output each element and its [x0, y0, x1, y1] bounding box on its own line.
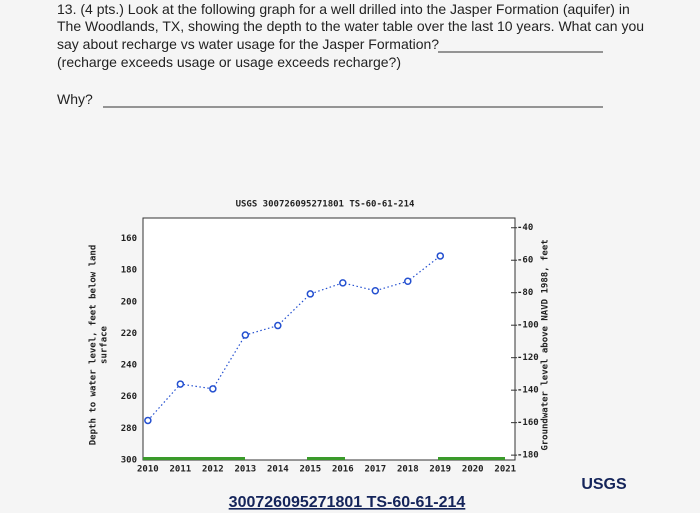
y-tick-label: 160 [121, 234, 137, 244]
y-axis-label: surface [100, 325, 110, 364]
data-point [371, 287, 380, 295]
data-point [339, 279, 347, 287]
question-line: 13. (4 pts.) Look at the following graph… [57, 1, 630, 17]
y-tick-label: 280 [121, 424, 137, 434]
y2-tick-label: -40 [517, 223, 533, 233]
data-point [176, 380, 185, 388]
x-tick-label: 2020 [462, 465, 484, 475]
y-tick-label: 180 [121, 266, 137, 276]
x-tick-label: 2014 [267, 465, 289, 475]
why-label: Why? [57, 91, 93, 107]
question-line: (recharge exceeds usage or usage exceeds… [57, 54, 401, 70]
y2-tick-label: -120 [517, 353, 539, 363]
approved-period [307, 457, 345, 460]
question-line: The Woodlands, TX, showing the depth to … [57, 18, 644, 34]
series-line [147, 255, 441, 421]
x-tick-label: 2012 [202, 465, 224, 475]
x-tick-label: 2019 [429, 465, 451, 475]
approved-period [143, 457, 245, 460]
data-point [209, 385, 217, 393]
x-tick-label: 2016 [332, 465, 354, 475]
y-tick-label: 260 [121, 392, 137, 402]
x-tick-label: 2010 [137, 465, 159, 475]
y2-tick-label: -160 [517, 418, 539, 428]
data-point [436, 252, 445, 260]
x-tick-label: 2011 [170, 465, 192, 475]
data-point [404, 277, 412, 286]
y-tick-label: 200 [121, 297, 137, 307]
y-tick-label: 240 [121, 361, 137, 371]
data-point [144, 416, 152, 425]
y2-tick-label: -140 [517, 386, 539, 396]
data-point [274, 321, 282, 330]
x-tick-label: 2015 [299, 465, 321, 475]
x-tick-label: 2021 [494, 465, 516, 475]
y-tick-label: 300 [121, 456, 137, 466]
y2-tick-label: -180 [517, 451, 539, 461]
y2-tick-label: -100 [517, 321, 539, 331]
x-tick-label: 2013 [234, 465, 256, 475]
y2-tick-label: -60 [517, 256, 533, 266]
question-line: say about recharge vs water usage for th… [57, 36, 439, 52]
approved-period [438, 457, 505, 460]
y-tick-label: 220 [121, 329, 137, 339]
chart-title: USGS 300726095271801 TS-60-61-214 [236, 200, 415, 210]
caption: 300726095271801 TS-60-61-214 [229, 494, 466, 511]
data-point [241, 331, 250, 339]
logo: USGS [581, 476, 627, 493]
y-axis-label: Depth to water level, feet below land [89, 245, 99, 445]
x-tick-label: 2018 [397, 465, 419, 475]
x-tick-label: 2017 [364, 465, 386, 475]
y2-tick-label: -80 [517, 288, 533, 298]
y2-axis-label: Groundwater level above NAVD 1988, feet [541, 239, 551, 450]
data-point [306, 290, 315, 298]
plot-area [142, 217, 516, 461]
